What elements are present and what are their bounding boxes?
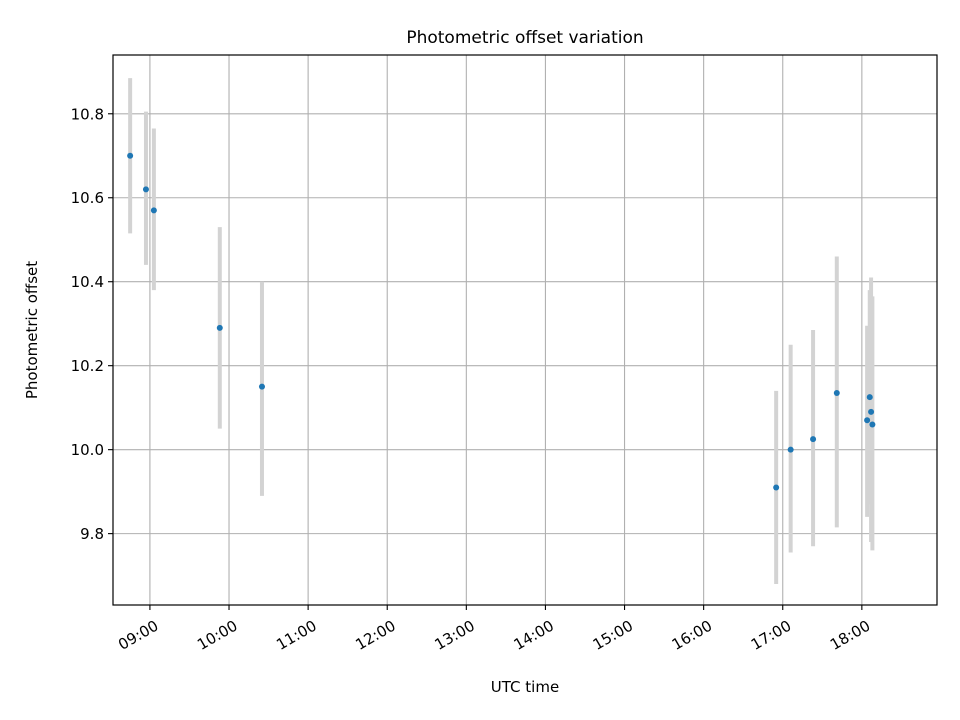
data-point [150, 207, 157, 214]
y-axis-label: Photometric offset [23, 261, 41, 399]
data-point [216, 324, 223, 331]
data-point [258, 383, 265, 390]
data-point [142, 186, 149, 193]
y-tick-label: 10.8 [71, 105, 104, 123]
data-point [868, 408, 875, 415]
data-point [773, 484, 780, 491]
data-points [127, 152, 876, 491]
y-tick-label: 9.8 [80, 525, 104, 543]
y-tick-label: 10.0 [71, 441, 104, 459]
data-point [833, 389, 840, 396]
y-ticks: 9.8 10.0 10.2 10.4 10.6 10.8 [71, 105, 113, 543]
y-tick-label: 10.4 [71, 273, 104, 291]
data-point [810, 436, 817, 443]
data-point [869, 421, 876, 428]
data-point [866, 394, 873, 401]
y-tick-label: 10.6 [71, 189, 104, 207]
data-point [864, 417, 871, 424]
y-tick-label: 10.2 [71, 357, 104, 375]
plot-frame [112, 54, 938, 606]
data-point [787, 446, 794, 453]
data-point [127, 152, 134, 159]
grid [113, 55, 937, 605]
x-axis-label: UTC time [491, 678, 559, 696]
chart-title: Photometric offset variation [406, 28, 643, 48]
